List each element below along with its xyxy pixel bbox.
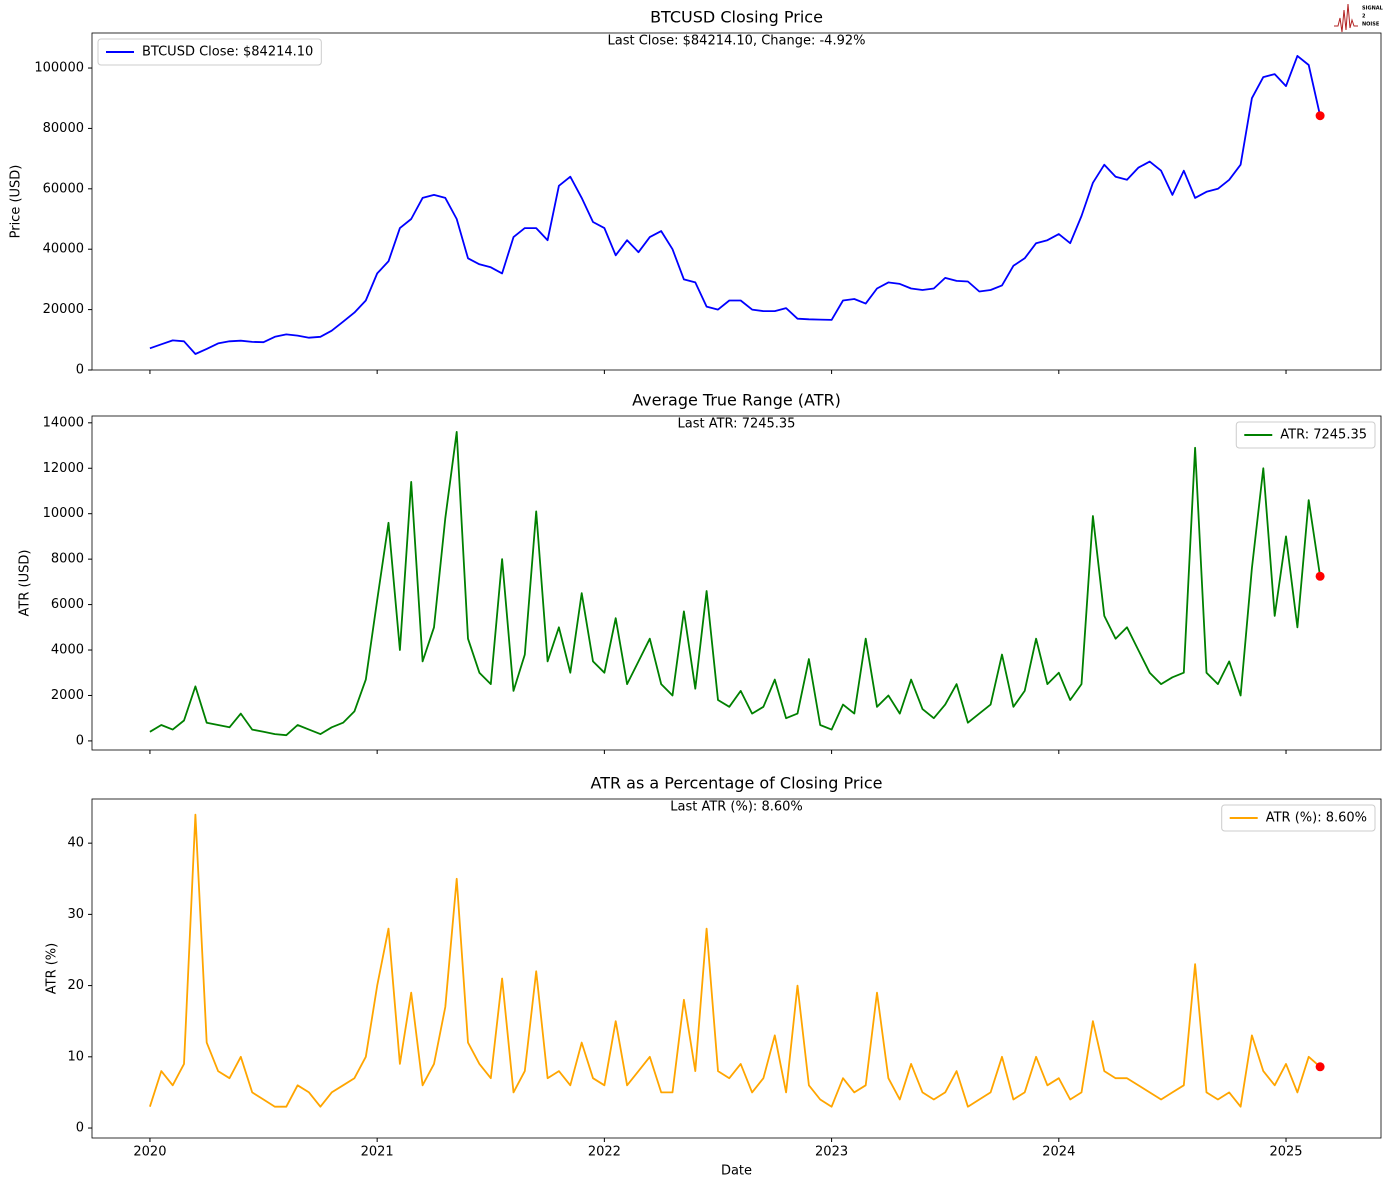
series-line [149,430,1321,737]
y-tick-label: 20000 [43,302,84,317]
y-tick-label: 60000 [43,181,84,196]
y-tick-label: 20 [67,978,84,993]
x-tick-label: 2023 [815,1145,848,1160]
y-axis-label: ATR (USD) [18,550,33,617]
y-axis-label: Price (USD) [9,165,24,239]
legend-box [97,38,322,66]
y-tick-label: 40 [67,836,84,851]
y-tick-label: 8000 [51,552,84,567]
x-axis-label: Date [721,1164,752,1179]
plot-frame [91,32,1382,371]
series-line [149,813,1321,1108]
logo-text: 2 [1362,14,1366,20]
y-tick-label: 30 [67,907,84,922]
legend-label: BTCUSD Close: $84214.10 [142,45,313,60]
plot-frame [91,415,1382,751]
y-tick-label: 6000 [51,597,84,612]
last-point [1315,111,1325,121]
y-tick-label: 10000 [43,506,84,521]
y-tick-label: 2000 [51,688,84,703]
annotation: Last ATR (%): 8.60% [670,800,803,815]
legend: BTCUSD Close: $84214.10 [97,38,322,66]
y-tick-label: 0 [76,733,84,748]
logo-text: NOISE [1362,22,1380,28]
x-tick-label: 2020 [133,1145,166,1160]
y-tick-label: 40000 [43,242,84,257]
legend: ATR: 7245.35 [1235,421,1376,449]
x-tick-label: 2025 [1269,1145,1302,1160]
legend-box [1235,421,1376,449]
plot-frame [91,798,1382,1139]
logo-text: SIGNAL [1362,6,1384,12]
chart-title: ATR as a Percentage of Closing Price [591,774,883,793]
legend-box [1221,804,1376,832]
y-tick-label: 0 [76,363,84,378]
y-tick-label: 100000 [34,61,84,76]
chart-title: BTCUSD Closing Price [650,8,823,27]
y-tick-label: 80000 [43,121,84,136]
y-tick-label: 4000 [51,643,84,658]
annotation: Last Close: $84214.10, Change: -4.92% [608,34,866,49]
last-point [1315,1062,1325,1072]
x-tick-label: 2021 [361,1145,394,1160]
y-axis-label: ATR (%) [45,943,60,995]
y-tick-label: 12000 [43,461,84,476]
legend: ATR (%): 8.60% [1221,804,1376,832]
y-tick-label: 14000 [43,415,84,430]
x-tick-label: 2024 [1042,1145,1075,1160]
logo-wave [1334,3,1358,33]
x-tick-label: 2022 [588,1145,621,1160]
last-point [1315,571,1325,581]
chart-title: Average True Range (ATR) [632,391,841,410]
series-line [149,55,1321,355]
legend-label: ATR: 7245.35 [1280,428,1367,443]
y-tick-label: 0 [76,1121,84,1136]
legend-label: ATR (%): 8.60% [1266,811,1367,826]
logo: SIGNAL 2 NOISE [1334,3,1384,33]
y-tick-label: 10 [67,1049,84,1064]
annotation: Last ATR: 7245.35 [678,417,796,432]
